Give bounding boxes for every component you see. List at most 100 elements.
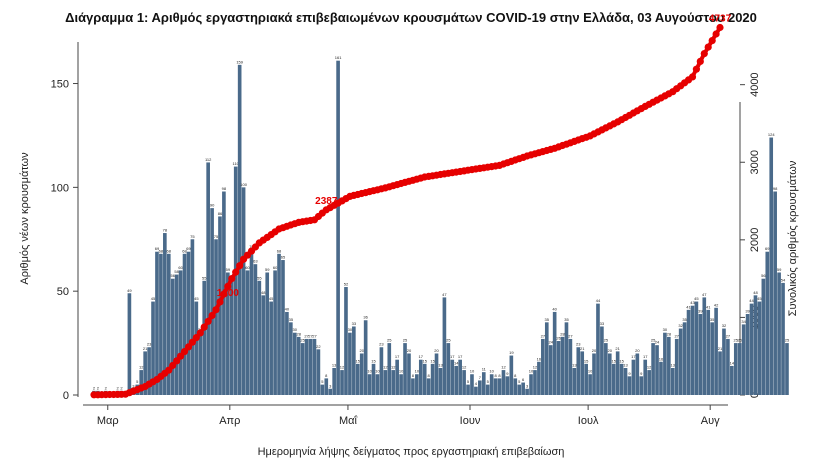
bar	[178, 270, 183, 395]
bar-value-label: 2	[120, 385, 123, 390]
bar	[355, 363, 360, 395]
bar-value-label: 12	[647, 365, 652, 370]
bar	[198, 332, 203, 395]
bar	[552, 311, 557, 395]
bar	[682, 322, 687, 395]
cumulative-point	[212, 306, 220, 314]
bar-value-label: 27	[568, 333, 573, 338]
bar	[438, 368, 443, 395]
bar-value-label: 90	[210, 203, 215, 208]
bar-value-label: 45	[757, 296, 762, 301]
bar	[426, 378, 431, 395]
bar	[698, 314, 703, 395]
bar-value-label: 25	[651, 338, 656, 343]
bar	[229, 280, 234, 395]
bar-value-label: 17	[631, 354, 636, 359]
bar-value-label: 2	[97, 385, 100, 390]
bar	[556, 341, 561, 395]
bar-value-label: 35	[682, 317, 687, 322]
bar-value-label: 44	[596, 298, 601, 303]
bar	[769, 137, 774, 396]
bar	[611, 363, 616, 395]
bar-value-label: 17	[450, 354, 455, 359]
bar-value-label: 8	[428, 373, 431, 378]
bar	[647, 370, 651, 395]
bar-value-label: 10	[415, 369, 420, 374]
bar	[226, 272, 230, 395]
bar	[261, 295, 266, 395]
bar-value-label: 8	[498, 373, 501, 378]
bar	[765, 251, 770, 395]
bar	[588, 374, 592, 395]
bar-value-label: 10	[375, 369, 380, 374]
bar	[525, 388, 529, 395]
bar-value-label: 13	[623, 363, 628, 368]
x-tick-label: Αυγ	[701, 415, 720, 427]
bar-value-label: 56	[170, 273, 175, 278]
bar-value-label: 60	[178, 265, 183, 270]
bar-value-label: 35	[545, 317, 550, 322]
bar	[517, 384, 522, 395]
bar-value-label: 39	[698, 309, 703, 314]
bar	[186, 251, 191, 395]
bar	[568, 338, 573, 395]
bar-value-label: 59	[777, 267, 782, 272]
bar	[415, 374, 419, 395]
bar	[749, 303, 754, 395]
bar	[604, 343, 608, 395]
bar	[363, 320, 368, 395]
bar-value-label: 2	[116, 385, 119, 390]
bar	[733, 343, 738, 395]
bar	[730, 365, 734, 395]
bar	[383, 370, 388, 395]
bar	[667, 336, 671, 395]
bar-value-label: 25	[446, 338, 451, 343]
bar-value-label: 47	[442, 292, 447, 297]
bar-value-label: 21	[718, 346, 723, 351]
bar-value-label: 68	[277, 248, 282, 253]
bar-value-label: 44	[749, 298, 754, 303]
bar	[639, 376, 644, 395]
bar-value-label: 27	[541, 333, 546, 338]
bar	[430, 363, 435, 395]
bar-value-label: 45	[194, 296, 199, 301]
bar	[159, 253, 163, 395]
bar-value-label: 12	[391, 365, 396, 370]
bar	[434, 353, 439, 395]
bar	[454, 365, 459, 395]
bar-value-label: 9	[506, 371, 509, 376]
bar-value-label: 45	[694, 296, 699, 301]
bar	[277, 253, 281, 395]
bar-value-label: 28	[296, 331, 301, 336]
bar-value-label: 25	[734, 338, 739, 343]
bar	[541, 338, 545, 395]
bar	[446, 343, 451, 395]
bar-value-label: 3	[329, 383, 332, 388]
bar-value-label: 24	[548, 340, 553, 345]
bar-value-label: 63	[253, 259, 258, 264]
bar	[659, 361, 663, 395]
bar-value-label: 161	[335, 55, 342, 60]
bar-value-label: 30	[348, 327, 353, 332]
bar-value-label: 86	[218, 211, 223, 216]
bar	[710, 322, 714, 395]
bar	[635, 353, 640, 395]
bar	[143, 351, 147, 395]
bar	[194, 301, 199, 395]
bar-value-label: 19	[509, 350, 514, 355]
bar-value-label: 22	[316, 344, 321, 349]
bar-value-label: 78	[163, 228, 168, 233]
bar	[757, 301, 762, 395]
bar-value-label: 10	[529, 369, 534, 374]
cumulative-point	[224, 282, 232, 290]
bar-value-label: 27	[674, 333, 679, 338]
bar	[371, 363, 376, 395]
bar-value-label: 13	[671, 363, 676, 368]
bar-value-label: 7	[479, 375, 482, 380]
bar	[521, 382, 525, 395]
bar	[214, 239, 218, 395]
bar	[163, 233, 167, 395]
bar	[466, 384, 470, 395]
bar	[655, 345, 659, 395]
bar-value-label: 10	[367, 369, 372, 374]
